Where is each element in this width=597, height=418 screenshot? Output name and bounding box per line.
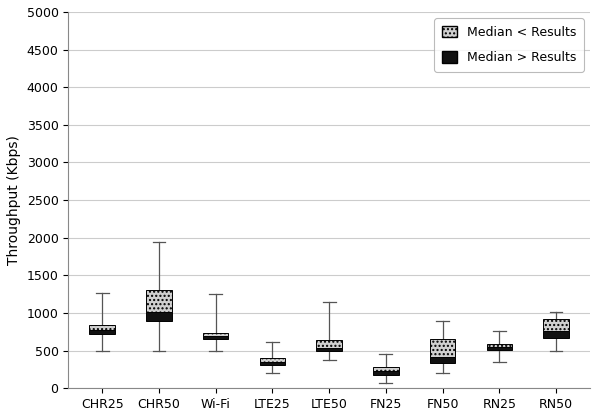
Bar <box>487 344 512 347</box>
Bar <box>430 339 456 357</box>
Bar <box>316 340 342 348</box>
Bar <box>316 348 342 352</box>
Bar <box>543 319 569 331</box>
Bar <box>146 291 172 311</box>
Bar <box>203 334 229 336</box>
Bar <box>146 311 172 321</box>
Bar <box>90 330 115 334</box>
Bar <box>90 325 115 330</box>
Bar <box>543 331 569 337</box>
Bar <box>260 362 285 364</box>
Bar <box>373 371 399 375</box>
Legend: Median < Results, Median > Results: Median < Results, Median > Results <box>435 18 584 72</box>
Bar <box>373 367 399 371</box>
Bar <box>260 358 285 362</box>
Bar <box>487 347 512 350</box>
Bar <box>430 357 456 363</box>
Y-axis label: Throughput (Kbps): Throughput (Kbps) <box>7 135 21 265</box>
Bar <box>203 336 229 339</box>
